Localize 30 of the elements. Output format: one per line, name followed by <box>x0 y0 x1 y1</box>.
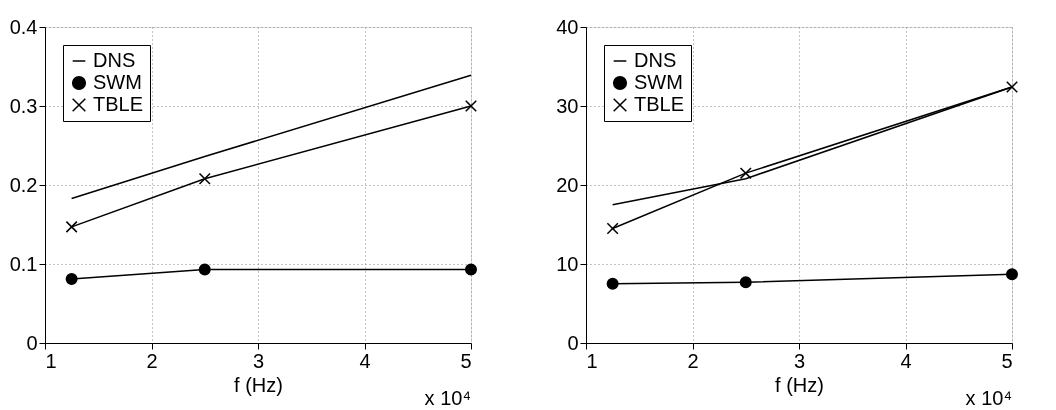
x-tick-label: 3 <box>252 349 265 372</box>
x-tick-label: 1 <box>586 349 598 372</box>
x-tick-label: 3 <box>793 349 806 372</box>
legend-label: SWM <box>93 71 142 93</box>
y-tick-label: 20 <box>556 173 579 196</box>
y-tick-label: 0.3 <box>9 94 38 117</box>
x-tick-label: 1 <box>45 349 57 372</box>
legend-label: DNS <box>634 49 677 71</box>
legend-label: SWM <box>634 71 683 93</box>
text: x 10⁴ <box>965 387 1012 409</box>
text: x 10⁴ <box>424 387 471 409</box>
y-tick-label: 0 <box>26 331 38 354</box>
y-tick-label: 0 <box>567 331 579 354</box>
y-tick-label: 0.1 <box>9 252 38 275</box>
x-axis-title: f (Hz) <box>234 373 283 396</box>
x-tick-label: 4 <box>900 349 912 372</box>
legend-label: DNS <box>93 49 136 71</box>
x-tick-label: 5 <box>460 349 472 372</box>
y-tick-label: 30 <box>556 94 579 117</box>
y-tick-label: 40 <box>556 15 579 38</box>
y-tick-label: 10 <box>556 252 579 275</box>
y-tick-label: 0.4 <box>9 15 38 38</box>
x-axis-title: f (Hz) <box>775 373 824 396</box>
x-tick-label: 2 <box>146 349 158 372</box>
legend-label: TBLE <box>93 93 144 115</box>
x-tick-label: 2 <box>687 349 699 372</box>
y-tick-label: 0.2 <box>9 173 38 196</box>
x-tick-label: 5 <box>1001 349 1013 372</box>
x-tick-label: 4 <box>359 349 371 372</box>
legend-label: TBLE <box>634 93 685 115</box>
